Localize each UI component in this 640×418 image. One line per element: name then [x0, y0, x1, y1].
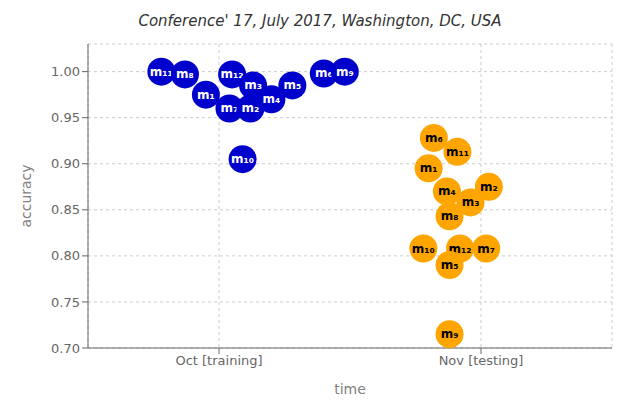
svg-text:m₆: m₆: [425, 131, 443, 145]
svg-text:m₃: m₃: [244, 78, 262, 92]
svg-text:time: time: [334, 381, 366, 397]
svg-text:m₆: m₆: [315, 66, 333, 80]
svg-text:m₈: m₈: [176, 67, 194, 81]
svg-text:m₈: m₈: [441, 209, 459, 223]
svg-text:0.75: 0.75: [51, 295, 80, 310]
svg-text:m₄: m₄: [438, 184, 456, 198]
svg-text:m₁₂: m₁₂: [221, 67, 244, 81]
svg-text:Oct [training]: Oct [training]: [175, 353, 262, 368]
svg-text:m₇: m₇: [221, 101, 239, 115]
html-text:Conference' 17, July 2017, Was: Conference' 17, July 2017, Washington, D…: [138, 12, 502, 30]
svg-text:m₃: m₃: [462, 195, 480, 209]
svg-text:0.85: 0.85: [51, 202, 80, 217]
svg-text:m₅: m₅: [283, 78, 301, 92]
svg-text:0.90: 0.90: [51, 156, 80, 171]
svg-text:Nov [testing]: Nov [testing]: [439, 353, 524, 368]
svg-text:m₁₀: m₁₀: [412, 242, 435, 256]
svg-text:1.00: 1.00: [51, 64, 80, 79]
svg-text:m₅: m₅: [441, 258, 459, 272]
svg-text:m₉: m₉: [336, 65, 354, 79]
svg-text:0.80: 0.80: [51, 248, 80, 263]
svg-text:m₂: m₂: [480, 180, 498, 194]
svg-text:m₁₀: m₁₀: [231, 152, 254, 166]
svg-text:m₂: m₂: [242, 101, 260, 115]
svg-text:m₁₁: m₁₁: [150, 65, 173, 79]
svg-text:m₄: m₄: [263, 92, 281, 106]
svg-text:m₁₂: m₁₂: [448, 241, 472, 256]
svg-text:0.95: 0.95: [51, 110, 80, 125]
svg-text:m₁: m₁: [197, 88, 215, 102]
svg-text:accuracy: accuracy: [18, 164, 34, 227]
svg-text:m₁: m₁: [420, 161, 438, 175]
svg-text:m₇: m₇: [477, 242, 495, 256]
svg-text:m₁₁: m₁₁: [446, 145, 469, 159]
svg-text:0.70: 0.70: [51, 341, 80, 356]
svg-text:m₉: m₉: [441, 327, 459, 341]
